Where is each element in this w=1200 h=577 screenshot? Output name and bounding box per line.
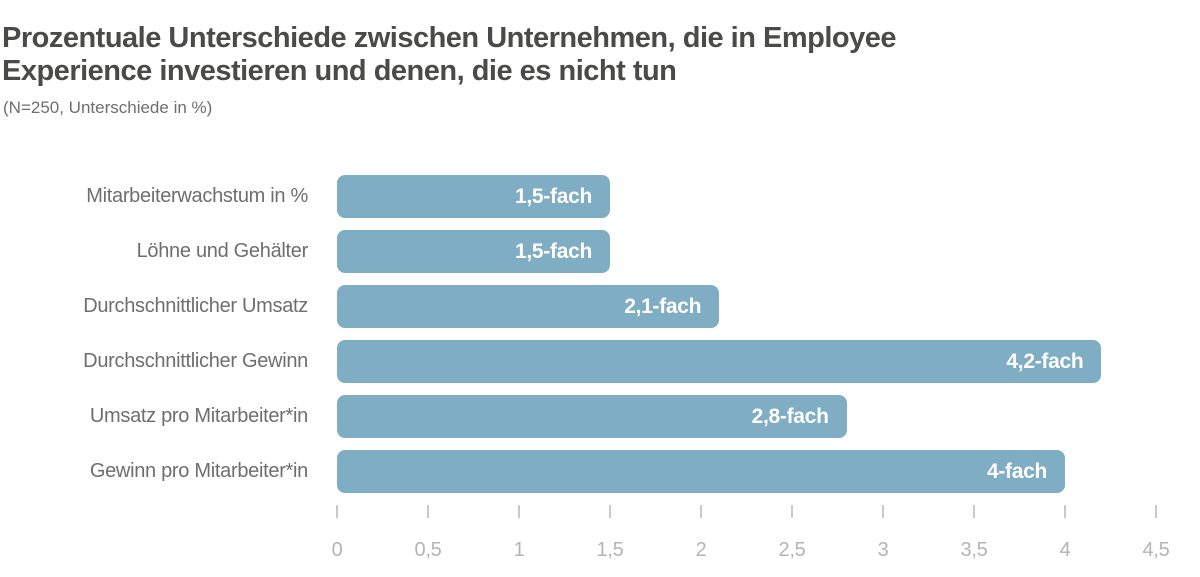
category-label: Durchschnittlicher Gewinn [83, 350, 308, 372]
x-axis-tick-labels: 0 0,5 1 1,5 2 2,5 3 3,5 4 4,5 [332, 539, 1170, 563]
x-axis-tick-marks [336, 505, 1157, 518]
bar-value-label: 2,1-fach [624, 294, 702, 318]
bar-rows: Mitarbeiterwachstum in % 1,5-fach Löhne un… [0, 175, 1156, 493]
category-label: Gewinn pro Mitarbeiter*in [89, 460, 308, 482]
bar-track: 1,5-fach [337, 230, 1156, 273]
x-axis-tick-mark [1155, 505, 1157, 518]
x-axis-tick-label: 1 [513, 539, 525, 561]
x-axis-tick-mark [791, 505, 793, 518]
bar-track: 1,5-fach [337, 175, 1156, 218]
x-axis-tick-label: 4,5 [1142, 539, 1170, 561]
x-axis-tick-label: 2 [695, 539, 707, 561]
bar-value-label: 4-fach [986, 459, 1047, 483]
bar-value-label: 2,8-fach [751, 404, 829, 428]
bar-row: Durchschnittlicher Umsatz 2,1-fach [0, 285, 1156, 328]
bar-track: 2,1-fach [337, 285, 1156, 328]
x-axis-tick-label: 3,5 [960, 539, 988, 561]
bar-track: 4,2-fach [337, 340, 1156, 383]
x-axis-tick-mark [518, 505, 520, 518]
bar-value-label: 1,5-fach [515, 184, 592, 208]
category-label: Löhne und Gehälter [136, 240, 309, 262]
x-axis-tick-mark [881, 505, 884, 518]
bar-row: Gewinn pro Mitarbeiter*in 4-fach [0, 450, 1156, 493]
x-axis-tick-label: 0 [331, 539, 343, 561]
x-axis-tick-label: 3 [877, 539, 889, 561]
bar-track: 2,8-fach [337, 395, 1156, 438]
x-axis-tick-label: 2,5 [778, 539, 806, 561]
bar-row: Löhne und Gehälter 1,5-fach [0, 230, 1156, 273]
chart-title-line-2: Experience investieren und denen, die es… [2, 55, 677, 87]
x-axis-tick-mark [973, 505, 975, 518]
bar: 1,5-fach [337, 175, 610, 218]
x-axis-tick-label: 4 [1059, 539, 1071, 561]
bar-track: 4-fach [337, 450, 1156, 493]
category-label: Durchschnittlicher Umsatz [83, 295, 308, 317]
bar: 2,8-fach [337, 395, 847, 438]
bar: 2,1-fach [337, 285, 720, 328]
x-axis-tick-mark [336, 505, 338, 518]
x-axis-tick-mark [608, 505, 611, 518]
x-axis-tick-label: 1,5 [596, 539, 624, 561]
x-axis-tick-mark [700, 505, 702, 518]
bar-row: Durchschnittlicher Gewinn 4,2-fach [0, 340, 1156, 383]
chart-title: Prozentuale Unterschiede zwischen Untern… [2, 22, 1200, 88]
bar-value-label: 4,2-fach [1006, 349, 1084, 373]
x-axis-tick-mark [427, 505, 429, 518]
category-label: Mitarbeiterwachstum in % [86, 185, 308, 207]
chart-subtitle: (N=250, Unterschiede in %) [3, 98, 213, 117]
x-axis-tick-label: 0,5 [414, 539, 442, 561]
bar: 1,5-fach [337, 230, 610, 273]
chart-title-line-1: Prozentuale Unterschiede zwischen Untern… [2, 22, 897, 54]
bar-row: Umsatz pro Mitarbeiter*in 2,8-fach [0, 395, 1156, 438]
bar-value-label: 1,5-fach [515, 239, 592, 263]
category-label: Umsatz pro Mitarbeiter*in [89, 405, 308, 427]
bar-row: Mitarbeiterwachstum in % 1,5-fach [0, 175, 1156, 218]
x-axis: 0 0,5 1 1,5 2 2,5 3 3,5 4 4,5 [332, 505, 1170, 563]
bar-chart: Mitarbeiterwachstum in % 1,5-fach Löhne un… [0, 175, 1200, 493]
bar: 4-fach [337, 450, 1065, 493]
bar: 4,2-fach [337, 340, 1102, 383]
x-axis-tick-mark [1064, 505, 1066, 518]
